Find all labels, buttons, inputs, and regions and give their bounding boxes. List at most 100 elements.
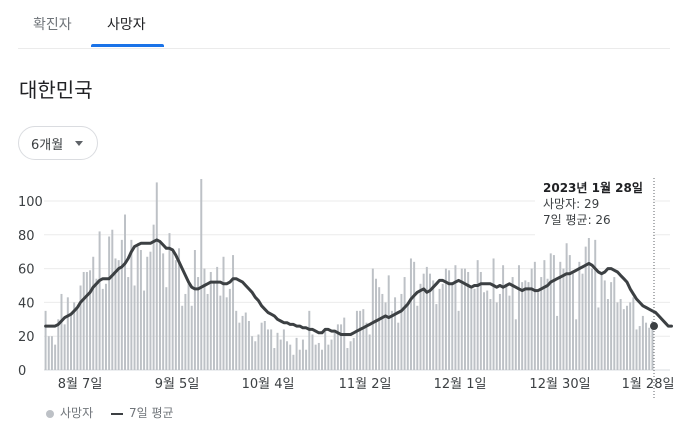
bar xyxy=(295,337,298,370)
bar xyxy=(448,270,451,370)
bar xyxy=(571,273,574,370)
bar xyxy=(537,292,540,370)
tab-deaths[interactable]: 사망자 xyxy=(107,17,146,33)
bar xyxy=(200,179,203,370)
current-point-marker xyxy=(650,322,658,331)
bar xyxy=(232,255,235,370)
bar xyxy=(193,250,196,370)
bar xyxy=(120,239,123,370)
bar xyxy=(301,339,304,370)
bar xyxy=(409,258,412,370)
bar xyxy=(216,266,219,370)
bar xyxy=(257,334,260,370)
bar xyxy=(454,265,457,370)
bar xyxy=(463,268,466,370)
bar xyxy=(279,339,282,370)
bar xyxy=(343,317,346,370)
bar xyxy=(162,253,165,370)
bar xyxy=(336,324,339,370)
bar xyxy=(321,349,323,370)
bar xyxy=(626,305,628,370)
bar xyxy=(562,268,565,370)
bar xyxy=(508,295,511,370)
legend-label-average: 7일 평균 xyxy=(128,406,174,420)
bar xyxy=(340,324,343,370)
bar xyxy=(298,349,301,370)
bar xyxy=(502,265,505,370)
bar xyxy=(524,280,527,370)
bar xyxy=(317,342,320,370)
bar xyxy=(133,285,136,370)
bar xyxy=(238,322,241,370)
bar xyxy=(638,326,641,370)
bar xyxy=(413,261,416,370)
bar xyxy=(552,255,555,370)
bar xyxy=(241,315,244,370)
bar xyxy=(476,260,479,370)
bar xyxy=(136,246,139,370)
bar xyxy=(533,261,536,370)
x-tick-label: 9월 5일 xyxy=(155,377,200,392)
bar xyxy=(66,297,69,370)
y-tick-label: 100 xyxy=(18,195,43,210)
bar xyxy=(559,261,562,370)
chart-legend: 사망자 7일 평균 xyxy=(46,404,188,421)
active-tab-indicator xyxy=(91,44,164,47)
bar xyxy=(127,277,130,370)
bar xyxy=(540,277,543,370)
bar xyxy=(632,297,635,370)
bar xyxy=(117,260,120,370)
bar xyxy=(378,287,381,370)
bar xyxy=(330,339,333,370)
chart-tooltip: 2023년 1월 28일 사망자: 29 7일 평균: 26 xyxy=(535,174,653,238)
time-range-dropdown[interactable]: 6개월 xyxy=(18,126,98,160)
legend-item-deaths: 사망자 xyxy=(46,404,93,421)
bar xyxy=(606,299,609,370)
bar xyxy=(333,332,336,370)
x-tick-label: 10월 4일 xyxy=(242,377,295,392)
bar xyxy=(349,341,352,370)
bar xyxy=(60,293,63,370)
bar xyxy=(292,354,295,370)
bar xyxy=(289,344,292,370)
bar xyxy=(416,305,419,370)
bar xyxy=(359,310,362,370)
bar xyxy=(387,275,390,370)
tab-cases[interactable]: 확진자 xyxy=(33,17,72,33)
x-tick-label: 1월 28일 xyxy=(622,377,675,392)
bar xyxy=(629,302,632,370)
legend-dot-icon xyxy=(46,409,54,418)
bar xyxy=(149,251,152,370)
bar xyxy=(619,299,622,370)
bar xyxy=(168,233,171,370)
bar xyxy=(419,283,422,370)
bar xyxy=(578,261,581,370)
bar xyxy=(171,251,174,370)
bar xyxy=(311,334,314,370)
bar xyxy=(222,256,225,370)
bar xyxy=(479,271,482,370)
dropdown-arrow-icon xyxy=(75,141,83,146)
bar xyxy=(209,271,212,370)
moving-average-line xyxy=(44,238,673,336)
bar xyxy=(273,348,276,370)
bar xyxy=(375,278,377,370)
bar xyxy=(435,304,438,370)
bar xyxy=(324,331,327,370)
legend-label-deaths: 사망자 xyxy=(60,406,94,420)
bar xyxy=(276,332,279,370)
bar xyxy=(473,288,476,370)
y-tick-label: 80 xyxy=(18,229,35,244)
legend-line-icon xyxy=(110,412,123,415)
bar xyxy=(622,309,625,370)
x-tick-label: 8월 7일 xyxy=(58,377,103,392)
bar xyxy=(70,314,72,370)
bar xyxy=(390,310,393,370)
time-range-label: 6개월 xyxy=(31,137,64,153)
bar xyxy=(44,310,47,370)
bar xyxy=(92,256,95,370)
bar xyxy=(597,307,600,370)
bar xyxy=(206,293,209,370)
y-tick-label: 20 xyxy=(18,330,35,345)
bar xyxy=(616,302,619,370)
